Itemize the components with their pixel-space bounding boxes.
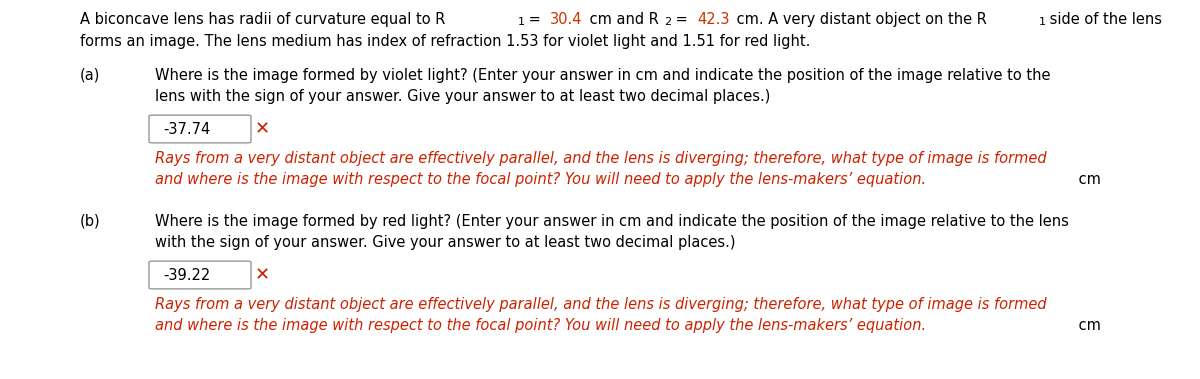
Text: lens with the sign of your answer. Give your answer to at least two decimal plac: lens with the sign of your answer. Give … [155, 89, 770, 104]
Text: and where is the image with respect to the focal point? You will need to apply t: and where is the image with respect to t… [155, 318, 926, 333]
Text: cm: cm [1074, 172, 1100, 187]
Text: (b): (b) [80, 214, 101, 229]
Text: =: = [524, 12, 546, 27]
Text: 42.3: 42.3 [697, 12, 730, 27]
Text: -37.74: -37.74 [163, 122, 210, 136]
Text: cm: cm [1074, 318, 1100, 333]
Text: -39.22: -39.22 [163, 268, 210, 282]
Text: forms an image. The lens medium has index of refraction 1.53 for violet light an: forms an image. The lens medium has inde… [80, 34, 810, 49]
Text: (a): (a) [80, 68, 101, 83]
Text: 30.4: 30.4 [551, 12, 583, 27]
Text: cm. A very distant object on the R: cm. A very distant object on the R [732, 12, 986, 27]
Text: Rays from a very distant object are effectively parallel, and the lens is diverg: Rays from a very distant object are effe… [155, 297, 1046, 312]
Text: ✕: ✕ [256, 120, 270, 138]
Text: 1: 1 [1038, 17, 1045, 27]
Text: Where is the image formed by violet light? (Enter your answer in cm and indicate: Where is the image formed by violet ligh… [155, 68, 1050, 83]
Text: with the sign of your answer. Give your answer to at least two decimal places.): with the sign of your answer. Give your … [155, 235, 736, 250]
Text: side of the lens: side of the lens [1045, 12, 1162, 27]
Text: Where is the image formed by red light? (Enter your answer in cm and indicate th: Where is the image formed by red light? … [155, 214, 1069, 229]
Text: and where is the image with respect to the focal point? You will need to apply t: and where is the image with respect to t… [155, 172, 926, 187]
Text: 1: 1 [517, 17, 524, 27]
Text: Rays from a very distant object are effectively parallel, and the lens is diverg: Rays from a very distant object are effe… [155, 151, 1046, 166]
Text: cm and R: cm and R [586, 12, 659, 27]
Text: A biconcave lens has radii of curvature equal to R: A biconcave lens has radii of curvature … [80, 12, 445, 27]
Text: =: = [671, 12, 692, 27]
Text: ✕: ✕ [256, 266, 270, 284]
Text: 2: 2 [664, 17, 671, 27]
